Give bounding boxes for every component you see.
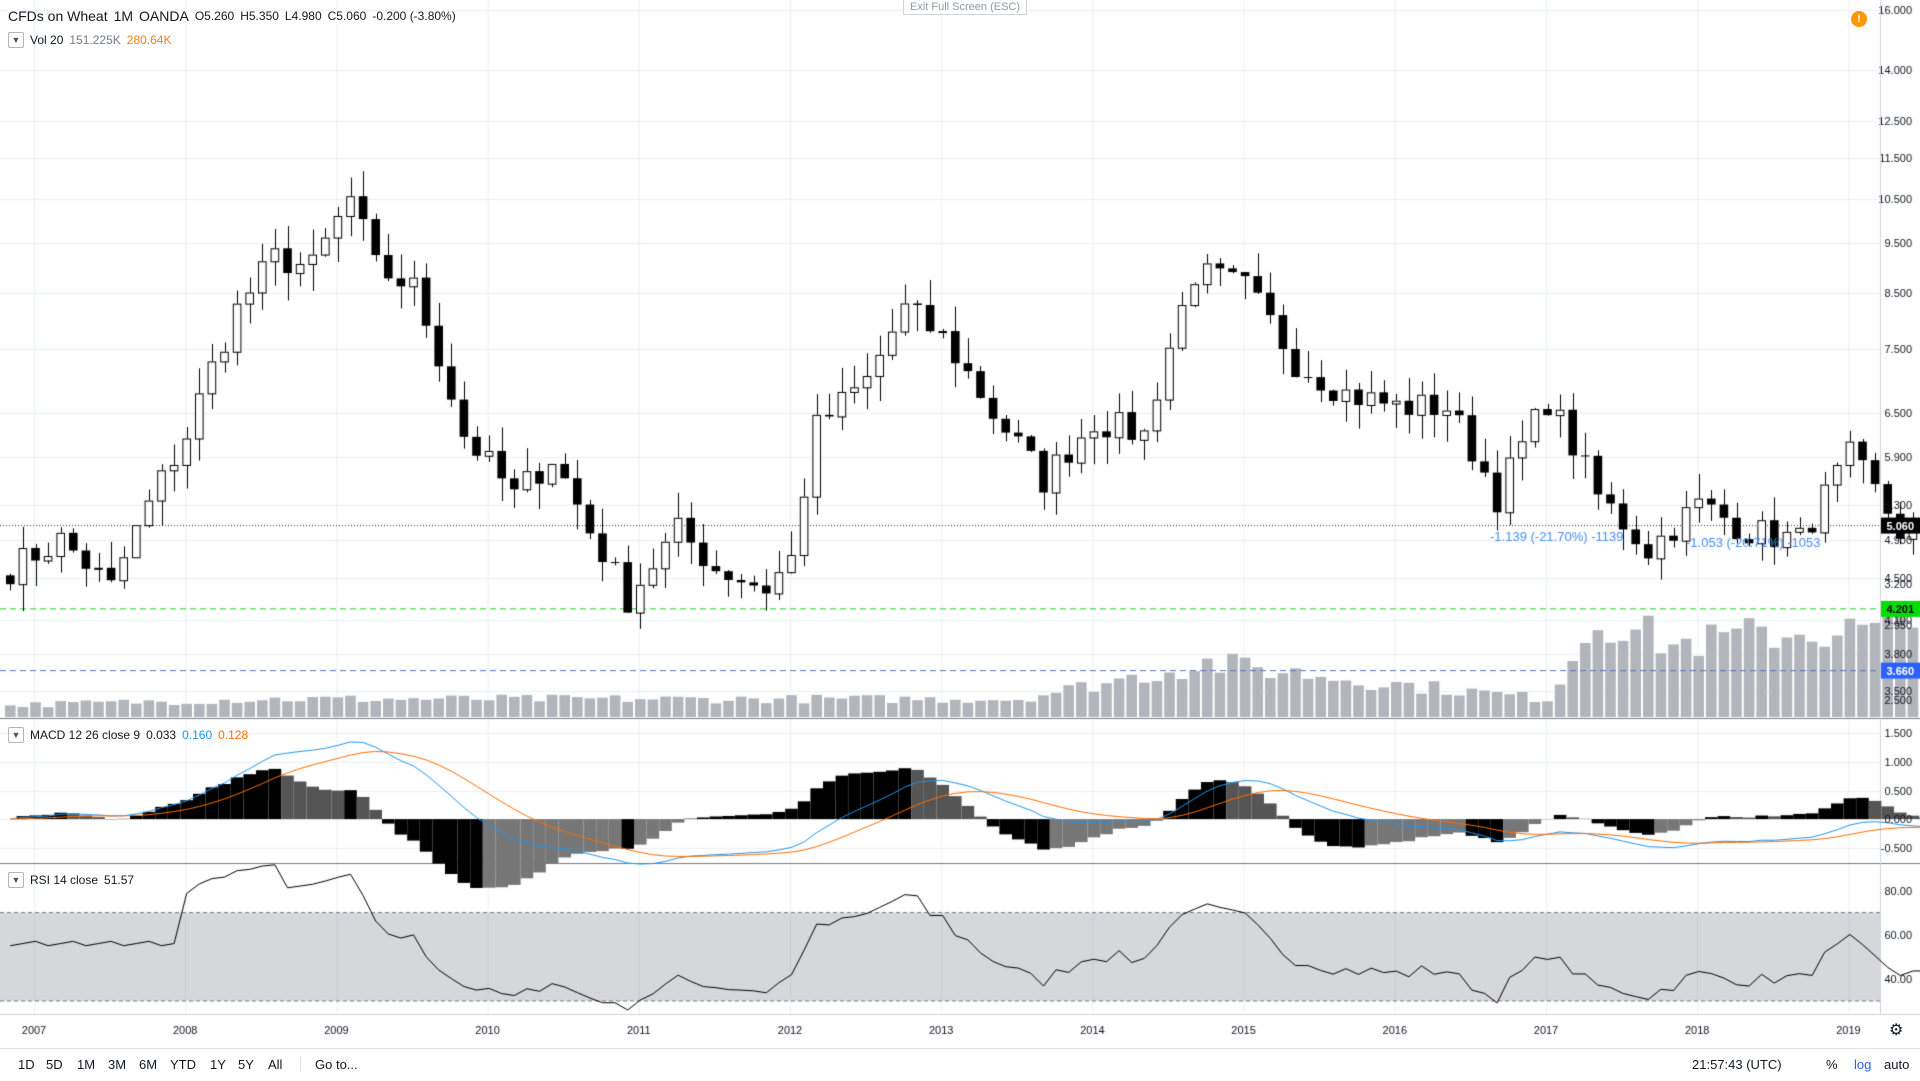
warning-icon[interactable]: ! — [1851, 11, 1867, 27]
open-value: O5.260 — [194, 9, 235, 23]
symbol-name[interactable]: CFDs on Wheat — [8, 8, 108, 24]
log-toggle[interactable]: log — [1854, 1057, 1872, 1072]
rsi-name[interactable]: RSI 14 close — [30, 873, 99, 887]
range-all[interactable]: All — [268, 1057, 283, 1072]
bottom-toolbar: 1D 5D 1M 3M 6M YTD 1Y 5Y All Go to... 21… — [0, 1048, 1920, 1081]
percent-toggle[interactable]: % — [1826, 1057, 1838, 1072]
change-value: -0.200 (-3.80%) — [372, 9, 456, 23]
collapse-icon[interactable]: ▼ — [8, 872, 24, 888]
clock: 21:57:43 (UTC) — [1692, 1057, 1782, 1072]
volume-value2: 280.64K — [126, 33, 172, 47]
rsi-value: 51.57 — [104, 873, 135, 887]
low-value: L4.980 — [284, 9, 322, 23]
rsi-legend: ▼ RSI 14 close 51.57 — [8, 872, 134, 888]
volume-name[interactable]: Vol 20 — [30, 33, 64, 47]
close-value: C5.060 — [327, 9, 367, 23]
exit-fullscreen-button[interactable]: Exit Full Screen (ESC) — [903, 0, 1028, 15]
high-value: H5.350 — [240, 9, 279, 23]
collapse-icon[interactable]: ▼ — [8, 32, 24, 48]
macd-hist-value: 0.033 — [146, 728, 177, 742]
range-1m[interactable]: 1M — [77, 1057, 96, 1072]
collapse-icon[interactable]: ▼ — [8, 727, 24, 743]
volume-value1: 151.225K — [69, 33, 121, 47]
interval[interactable]: 1M — [113, 8, 134, 24]
gear-icon[interactable]: ⚙ — [1889, 1022, 1904, 1039]
range-5d[interactable]: 5D — [46, 1057, 63, 1072]
macd-line-value: 0.160 — [182, 728, 213, 742]
macd-name[interactable]: MACD 12 26 close 9 — [30, 728, 141, 742]
signal-line-value: 0.128 — [218, 728, 249, 742]
volume-legend: ▼ Vol 20 151.225K 280.64K — [8, 32, 171, 48]
range-ytd[interactable]: YTD — [170, 1057, 196, 1072]
auto-toggle[interactable]: auto — [1884, 1057, 1910, 1072]
range-3m[interactable]: 3M — [108, 1057, 127, 1072]
range-5y[interactable]: 5Y — [238, 1057, 254, 1072]
macd-legend: ▼ MACD 12 26 close 9 0.033 0.160 0.128 — [8, 727, 248, 743]
range-1y[interactable]: 1Y — [210, 1057, 226, 1072]
symbol-legend: CFDs on Wheat 1M OANDA O5.260 H5.350 L4.… — [8, 8, 456, 24]
go-to-button[interactable]: Go to... — [300, 1057, 358, 1072]
range-6m[interactable]: 6M — [139, 1057, 158, 1072]
exchange: OANDA — [139, 8, 189, 24]
price-chart-canvas[interactable] — [0, 0, 1920, 1048]
range-1d[interactable]: 1D — [18, 1057, 35, 1072]
